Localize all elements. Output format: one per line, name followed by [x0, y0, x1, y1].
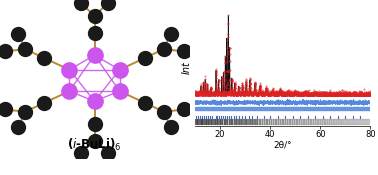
Y-axis label: Int: Int [182, 61, 192, 74]
Text: ($i$-BuLi)$_6$: ($i$-BuLi)$_6$ [67, 137, 122, 153]
X-axis label: 2θ/°: 2θ/° [273, 141, 292, 150]
Bar [195, 119, 370, 124]
Bar [195, 107, 370, 110]
